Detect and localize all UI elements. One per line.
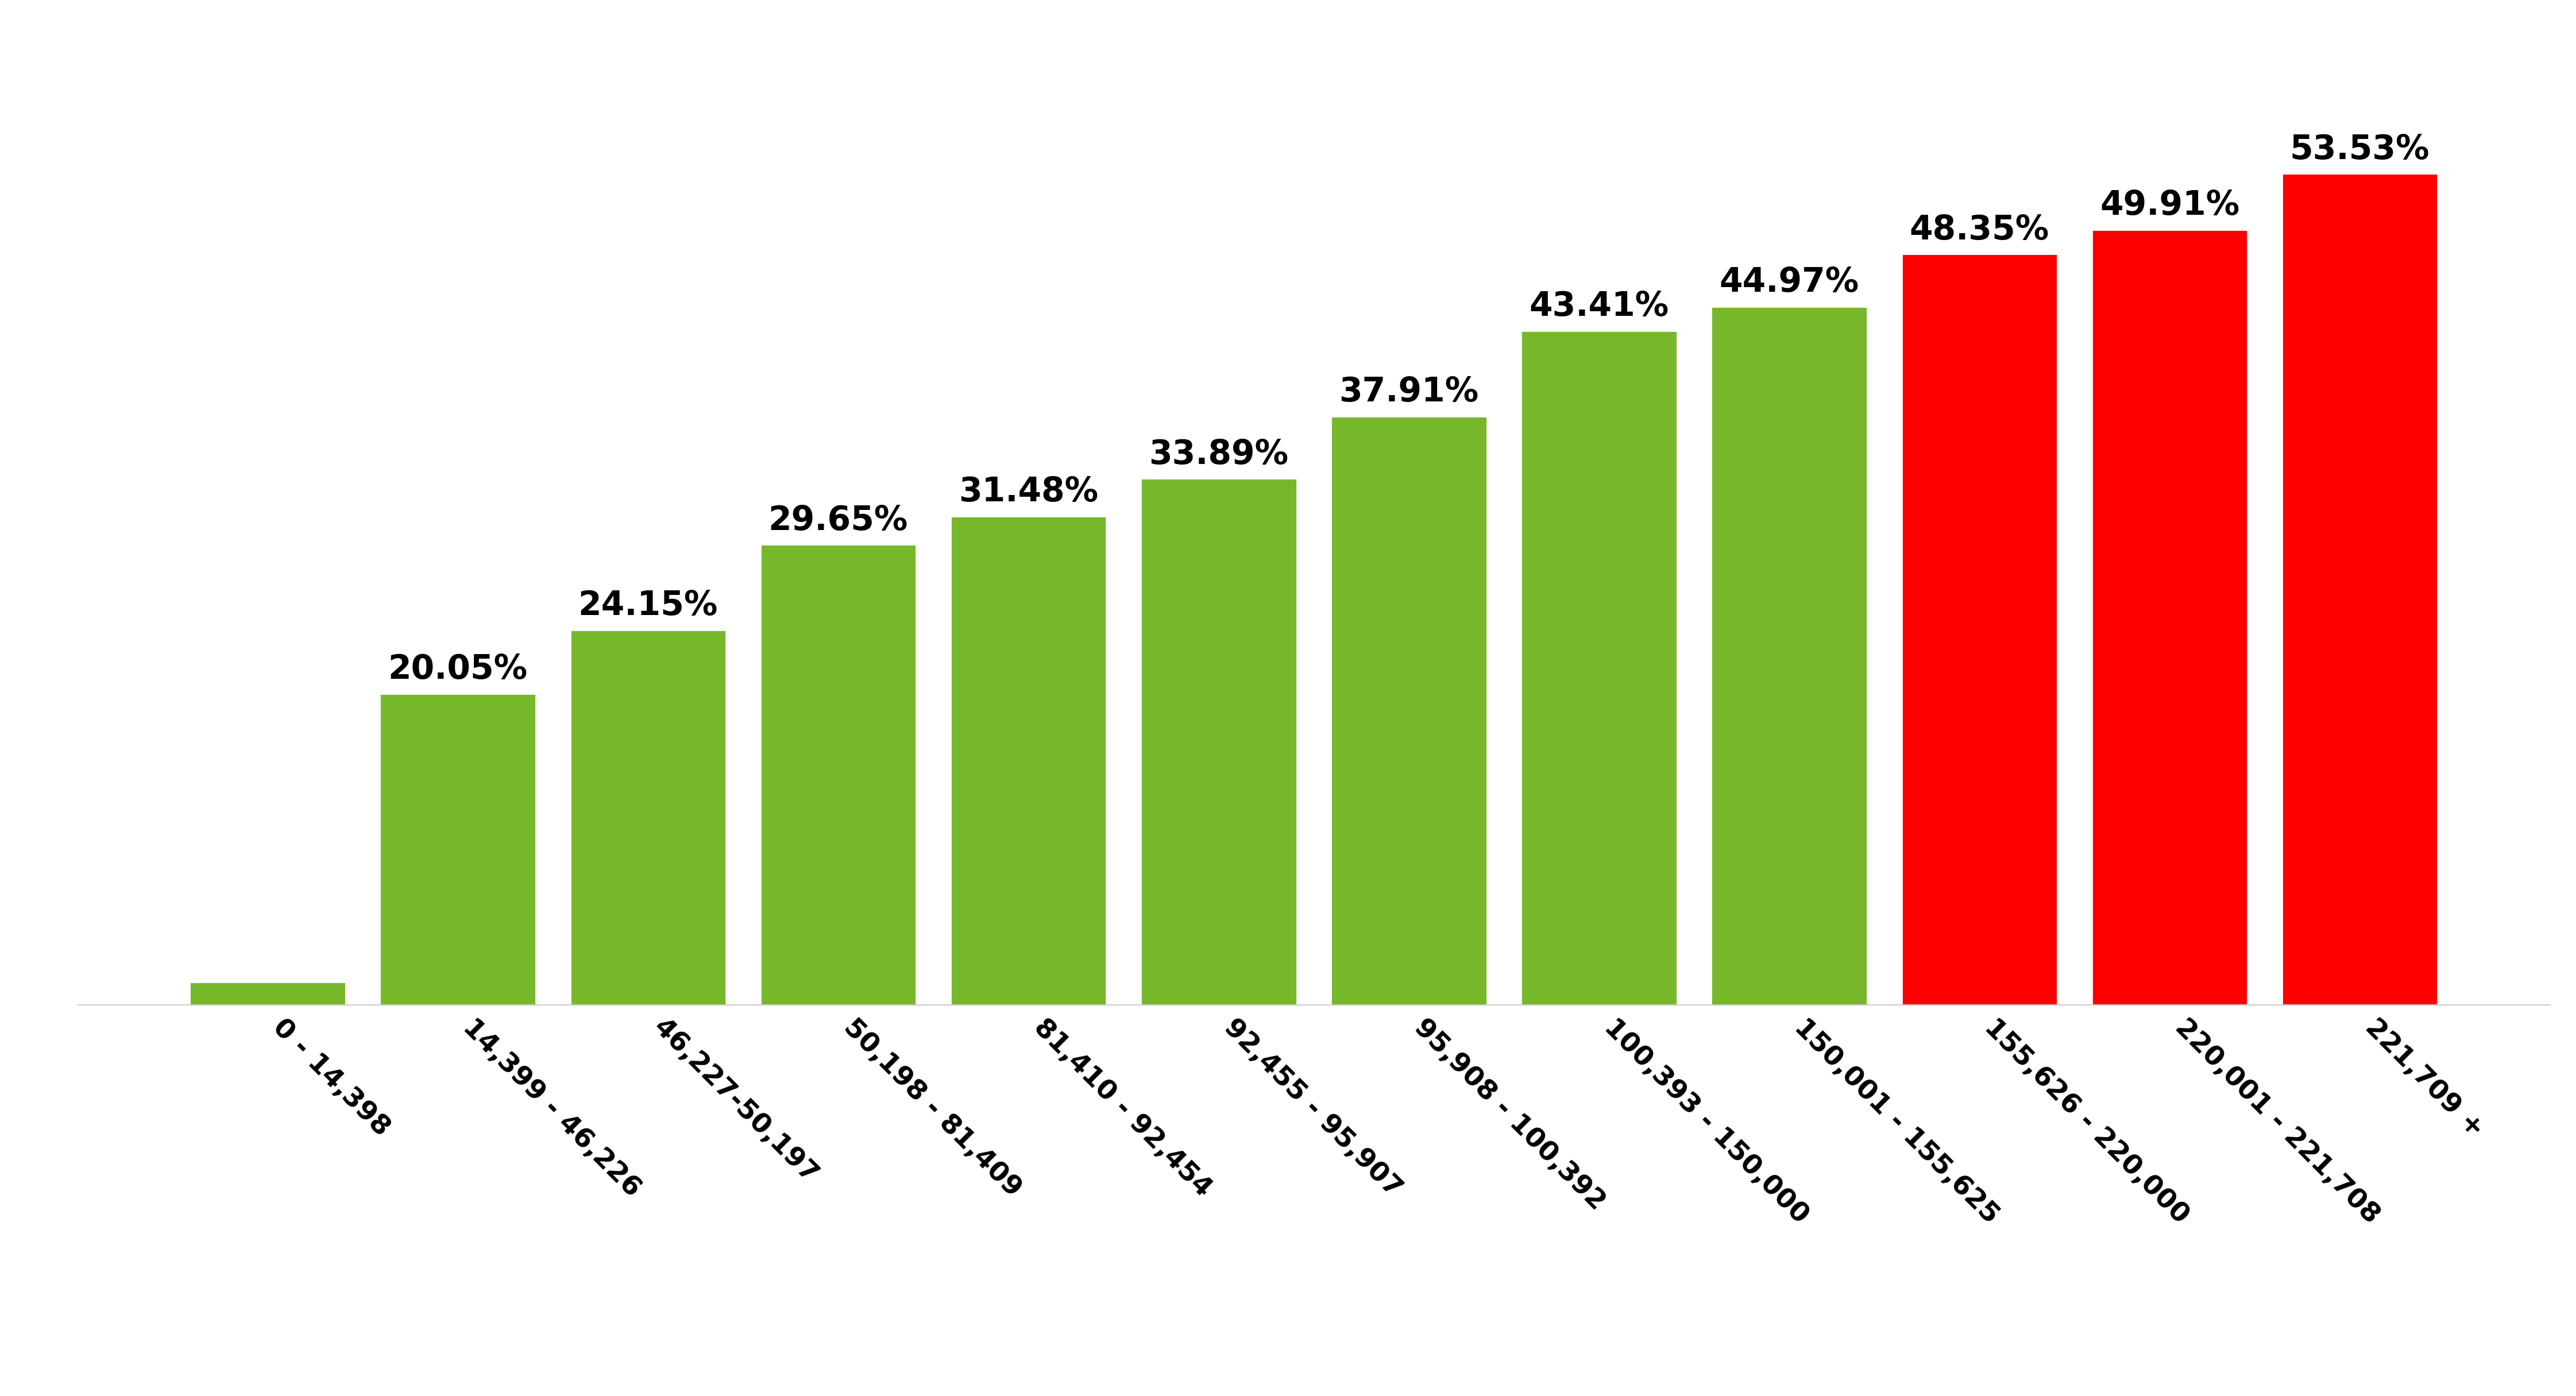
Bar	[569, 630, 726, 1005]
Bar	[191, 981, 345, 1005]
Bar	[2092, 230, 2249, 1005]
Text: 20.05%: 20.05%	[389, 653, 528, 685]
Text: 43.41%: 43.41%	[1530, 290, 1669, 322]
Text: 37.91%: 37.91%	[1340, 376, 1479, 409]
Text: 33.89%: 33.89%	[1149, 438, 1288, 470]
Text: 53.53%: 53.53%	[2290, 133, 2429, 166]
Bar	[1141, 479, 1296, 1005]
Bar	[1901, 254, 2058, 1005]
Text: 29.65%: 29.65%	[768, 504, 909, 536]
Text: 24.15%: 24.15%	[577, 589, 719, 623]
Bar	[2282, 173, 2437, 1005]
Bar	[379, 694, 536, 1005]
Text: 44.97%: 44.97%	[1718, 267, 1860, 299]
Text: 49.91%: 49.91%	[2099, 190, 2239, 222]
Bar	[760, 544, 917, 1005]
Bar	[1332, 416, 1486, 1005]
Text: 48.35%: 48.35%	[1909, 214, 2050, 246]
Bar	[1710, 307, 1868, 1005]
Text: 31.48%: 31.48%	[958, 476, 1097, 508]
Bar	[951, 517, 1108, 1005]
Bar	[1520, 331, 1677, 1005]
